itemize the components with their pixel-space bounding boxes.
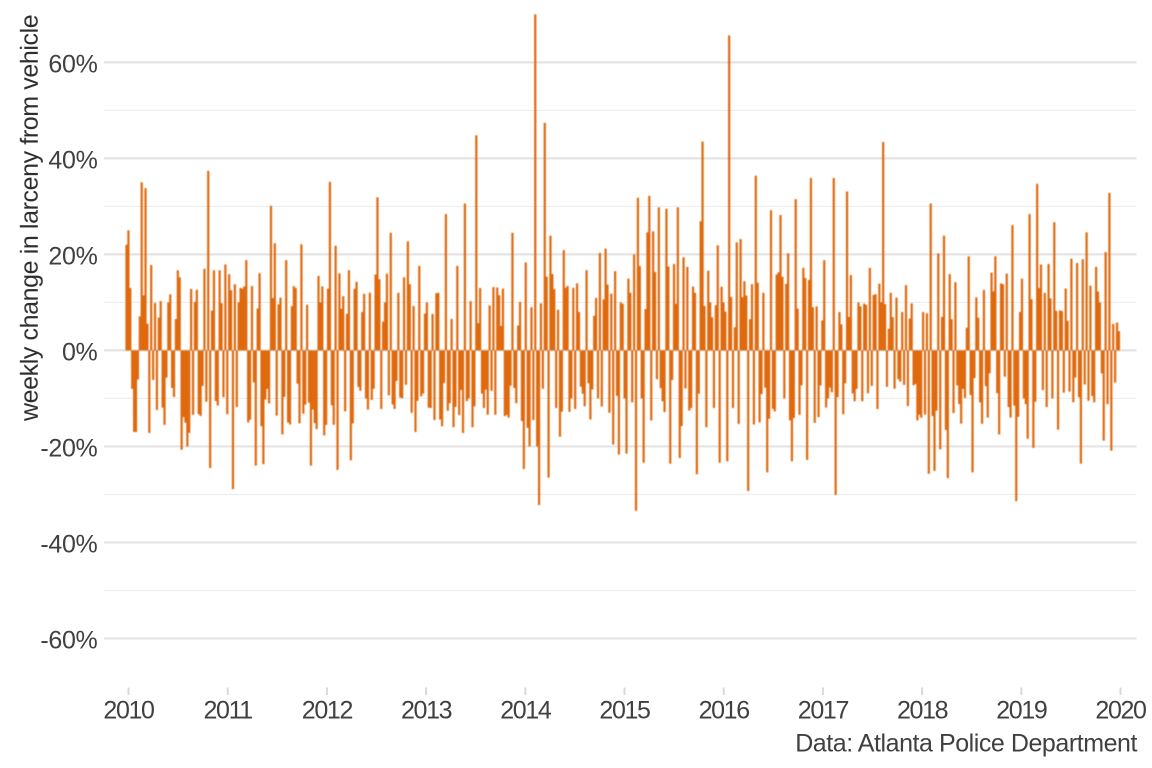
svg-text:2012: 2012	[302, 697, 353, 725]
svg-text:2011: 2011	[204, 697, 253, 725]
svg-text:weekly change in larceny from: weekly change in larceny from vehicle	[16, 15, 44, 422]
svg-text:-20%: -20%	[40, 435, 97, 463]
svg-text:-60%: -60%	[40, 627, 97, 655]
svg-text:2014: 2014	[500, 697, 552, 725]
svg-text:2016: 2016	[699, 697, 750, 725]
svg-text:2010: 2010	[103, 697, 154, 725]
svg-text:2013: 2013	[401, 697, 452, 725]
svg-text:2015: 2015	[599, 697, 650, 725]
svg-text:20%: 20%	[48, 243, 97, 271]
svg-text:2019: 2019	[996, 697, 1047, 725]
svg-text:2017: 2017	[798, 697, 849, 725]
svg-text:0%: 0%	[62, 339, 98, 367]
svg-text:2018: 2018	[897, 697, 948, 725]
svg-text:40%: 40%	[48, 147, 97, 175]
svg-text:2020: 2020	[1095, 697, 1146, 725]
svg-text:Data: Atlanta Police Departmen: Data: Atlanta Police Department	[795, 730, 1137, 758]
svg-text:-40%: -40%	[40, 531, 97, 559]
svg-text:60%: 60%	[48, 51, 97, 79]
